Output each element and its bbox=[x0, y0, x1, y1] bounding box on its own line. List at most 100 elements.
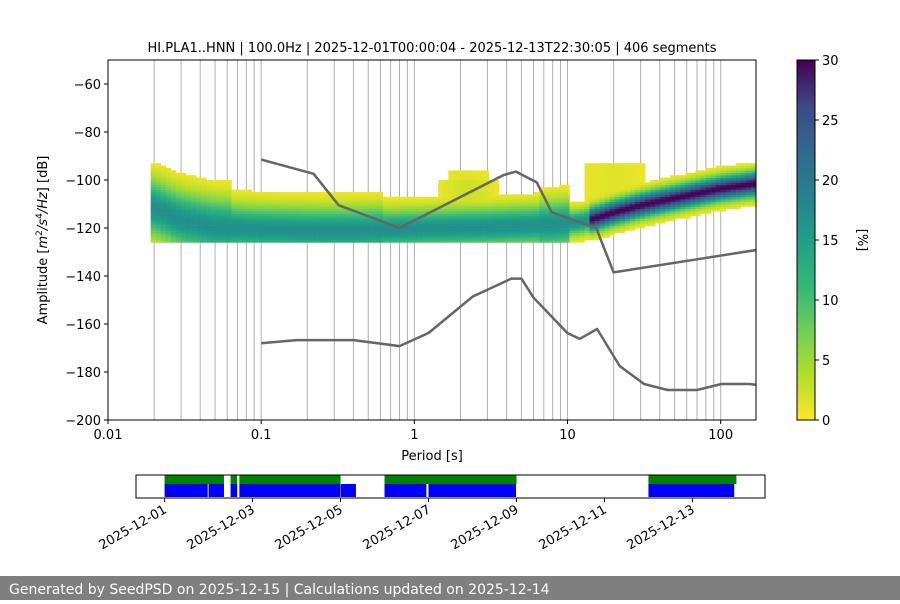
heatmap-cell bbox=[160, 235, 167, 238]
heatmap-cell bbox=[629, 172, 636, 176]
heatmap-cell bbox=[639, 211, 646, 214]
heatmap-cell bbox=[236, 189, 242, 193]
heatmap-cell bbox=[529, 218, 535, 222]
heatmap-cell bbox=[599, 223, 605, 226]
heatmap-cell bbox=[211, 228, 217, 231]
heatmap-cell bbox=[609, 211, 616, 214]
data-coverage-bar bbox=[384, 484, 427, 497]
heatmap-cell bbox=[312, 192, 318, 195]
heatmap-cell bbox=[584, 192, 590, 195]
heatmap-cell bbox=[302, 218, 308, 222]
heatmap-cell bbox=[377, 201, 384, 205]
heatmap-cell bbox=[589, 192, 595, 195]
heatmap-cell bbox=[523, 237, 530, 241]
heatmap-cell bbox=[180, 177, 187, 181]
heatmap-cell bbox=[150, 170, 157, 174]
heatmap-cell bbox=[160, 165, 167, 169]
heatmap-cell bbox=[619, 211, 626, 214]
heatmap-cell bbox=[695, 196, 701, 200]
heatmap-cell bbox=[720, 165, 727, 169]
heatmap-cell bbox=[503, 211, 510, 214]
heatmap-cell bbox=[281, 196, 288, 200]
heatmap-cell bbox=[150, 180, 157, 183]
heatmap-cell bbox=[529, 213, 535, 217]
heatmap-cell bbox=[498, 218, 505, 222]
heatmap-cell bbox=[407, 216, 414, 219]
heatmap-cell bbox=[594, 187, 600, 190]
heatmap-cell bbox=[624, 192, 631, 195]
heatmap-cell bbox=[518, 230, 525, 234]
heatmap-cell bbox=[695, 170, 701, 174]
heatmap-cell bbox=[634, 208, 641, 212]
heatmap-cell bbox=[392, 213, 399, 217]
y-tick-label: −80 bbox=[74, 126, 101, 141]
heatmap-cell bbox=[594, 218, 600, 222]
heatmap-cell bbox=[478, 189, 484, 193]
heatmap-cell bbox=[594, 182, 600, 186]
heatmap-cell bbox=[428, 213, 434, 217]
heatmap-cell bbox=[155, 237, 162, 241]
heatmap-cell bbox=[165, 240, 172, 243]
heatmap-cell bbox=[175, 208, 182, 212]
heatmap-cell bbox=[624, 223, 631, 226]
heatmap-cell bbox=[433, 199, 439, 202]
heatmap-cell bbox=[619, 204, 626, 207]
heatmap-cell bbox=[216, 192, 222, 195]
heatmap-cell bbox=[700, 189, 706, 193]
heatmap-cell bbox=[639, 175, 646, 178]
heatmap-cell bbox=[397, 206, 404, 210]
heatmap-cell bbox=[286, 196, 293, 200]
heatmap-cell bbox=[549, 237, 555, 241]
heatmap-cell bbox=[503, 225, 510, 229]
heatmap-cell bbox=[458, 201, 464, 205]
heatmap-cell bbox=[660, 182, 666, 186]
heatmap-cell bbox=[670, 180, 676, 183]
heatmap-cell bbox=[433, 213, 439, 217]
heatmap-cell bbox=[745, 196, 752, 200]
heatmap-cell bbox=[458, 228, 464, 231]
heatmap-cell bbox=[584, 187, 590, 190]
heatmap-cell bbox=[412, 213, 419, 217]
y-tick-label: −120 bbox=[65, 222, 101, 237]
heatmap-cell bbox=[690, 199, 696, 202]
heatmap-cell bbox=[725, 194, 732, 198]
heatmap-cell bbox=[493, 180, 500, 183]
heatmap-cell bbox=[261, 216, 268, 219]
heatmap-cell bbox=[458, 232, 464, 236]
heatmap-cell bbox=[372, 240, 378, 243]
heatmap-cell bbox=[418, 223, 424, 226]
heatmap-cell bbox=[165, 196, 172, 200]
heatmap-cell bbox=[302, 237, 308, 241]
heatmap-cell bbox=[715, 182, 721, 186]
heatmap-cell bbox=[443, 192, 449, 195]
heatmap-cell bbox=[705, 187, 711, 190]
heatmap-cell bbox=[584, 213, 590, 217]
heatmap-cell bbox=[226, 196, 232, 200]
heatmap-cell bbox=[685, 196, 691, 200]
heatmap-cell bbox=[443, 180, 449, 183]
heatmap-cell bbox=[604, 177, 611, 181]
heatmap-cell bbox=[619, 228, 626, 231]
heatmap-cell bbox=[155, 199, 162, 202]
heatmap-cell bbox=[211, 189, 217, 193]
heatmap-cell bbox=[740, 170, 747, 174]
heatmap-cell bbox=[382, 232, 389, 236]
heatmap-cell bbox=[493, 204, 500, 207]
heatmap-cell bbox=[680, 180, 686, 183]
heatmap-cell bbox=[539, 235, 545, 238]
heatmap-cell bbox=[307, 220, 313, 224]
heatmap-cell bbox=[412, 235, 419, 238]
heatmap-cell bbox=[362, 218, 368, 222]
heatmap-cell bbox=[256, 235, 262, 238]
heatmap-cell bbox=[670, 206, 676, 210]
heatmap-cell bbox=[186, 218, 192, 222]
heatmap-cell bbox=[458, 172, 464, 176]
heatmap-cell bbox=[201, 184, 207, 188]
heatmap-cell bbox=[730, 201, 737, 205]
heatmap-cell bbox=[226, 187, 232, 190]
heatmap-cell bbox=[453, 208, 459, 212]
heatmap-cell bbox=[725, 206, 732, 210]
heatmap-cell bbox=[715, 199, 721, 202]
colorbar-tick-label: 15 bbox=[822, 234, 839, 249]
heatmap-cell bbox=[584, 165, 590, 169]
